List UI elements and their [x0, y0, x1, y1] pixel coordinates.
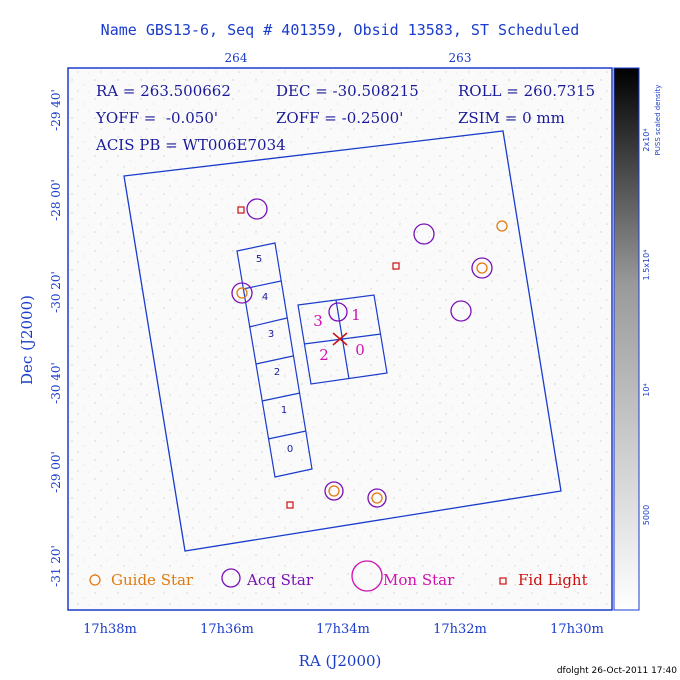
footprint-outline [123, 130, 562, 552]
aimpoint-marker [332, 332, 348, 346]
center-chip-label: 0 [355, 341, 365, 359]
info-ra: RA = 263.500662 [96, 82, 231, 100]
y-tick-label: -29 40' [49, 89, 63, 131]
top-tick-label: 263 [449, 51, 472, 65]
chip-label: 2 [274, 367, 280, 378]
x-tick-label: 17h36m [200, 622, 254, 637]
plot-title: Name GBS13-6, Seq # 401359, Obsid 13583,… [101, 21, 580, 39]
info-yoff: YOFF = -0.050' [95, 109, 218, 127]
info-zsim: ZSIM = 0 mm [458, 109, 565, 127]
y-axis-label: Dec (J2000) [18, 295, 36, 385]
info-zoff: ZOFF = -0.2500' [276, 109, 403, 127]
y-tick-label: -30 40' [49, 362, 63, 404]
top-tick-label: 264 [225, 51, 248, 65]
acq-stars [231, 198, 493, 508]
guide-stars [236, 220, 508, 504]
y-tick-label: -28 00' [49, 179, 63, 221]
colorbar-tick: 2x10⁴ [642, 128, 651, 151]
x-tick-label: 17h30m [550, 622, 604, 637]
footer-stamp: dfolght 26-Oct-2011 17:40 [557, 666, 677, 676]
chip-label: 3 [268, 329, 274, 340]
chip-label: 5 [256, 254, 262, 265]
legend: Guide Star Acq Star Mon Star Fid Light [89, 560, 588, 592]
center-chip-label: 1 [351, 306, 361, 324]
acis-s-chip-column [236, 242, 313, 478]
info-dec: DEC = -30.508215 [276, 82, 419, 100]
info-acis: ACIS PB = WT006E7034 [95, 136, 286, 154]
chip-label: 0 [287, 444, 293, 455]
y-tick-label: -31 20' [49, 545, 63, 587]
colorbar [613, 67, 640, 611]
legend-mon-label: Mon Star [383, 571, 455, 589]
info-roll: ROLL = 260.7315 [458, 82, 595, 100]
colorbar-tick: 5000 [642, 505, 651, 525]
x-axis-label: RA (J2000) [299, 652, 382, 670]
colorbar-tick: 1.5x10⁴ [642, 250, 651, 281]
y-tick-label: -29 00' [49, 451, 63, 493]
x-tick-label: 17h38m [83, 622, 137, 637]
fid-lights [237, 206, 400, 509]
acis-i-chip-array [297, 294, 388, 385]
x-tick-label: 17h32m [433, 622, 487, 637]
center-chip-label: 2 [319, 346, 329, 364]
chip-label: 1 [281, 405, 287, 416]
legend-fid-label: Fid Light [518, 571, 588, 589]
x-tick-label: 17h34m [316, 622, 370, 637]
y-tick-label: -30 20' [49, 271, 63, 313]
center-chip-label: 3 [313, 312, 323, 330]
colorbar-tick: 10⁴ [642, 383, 651, 396]
legend-acq-label: Acq Star [246, 571, 314, 589]
legend-guide-label: Guide Star [111, 571, 194, 589]
chip-label: 4 [262, 292, 268, 303]
colorbar-label: PUSS scaled density [654, 85, 662, 156]
